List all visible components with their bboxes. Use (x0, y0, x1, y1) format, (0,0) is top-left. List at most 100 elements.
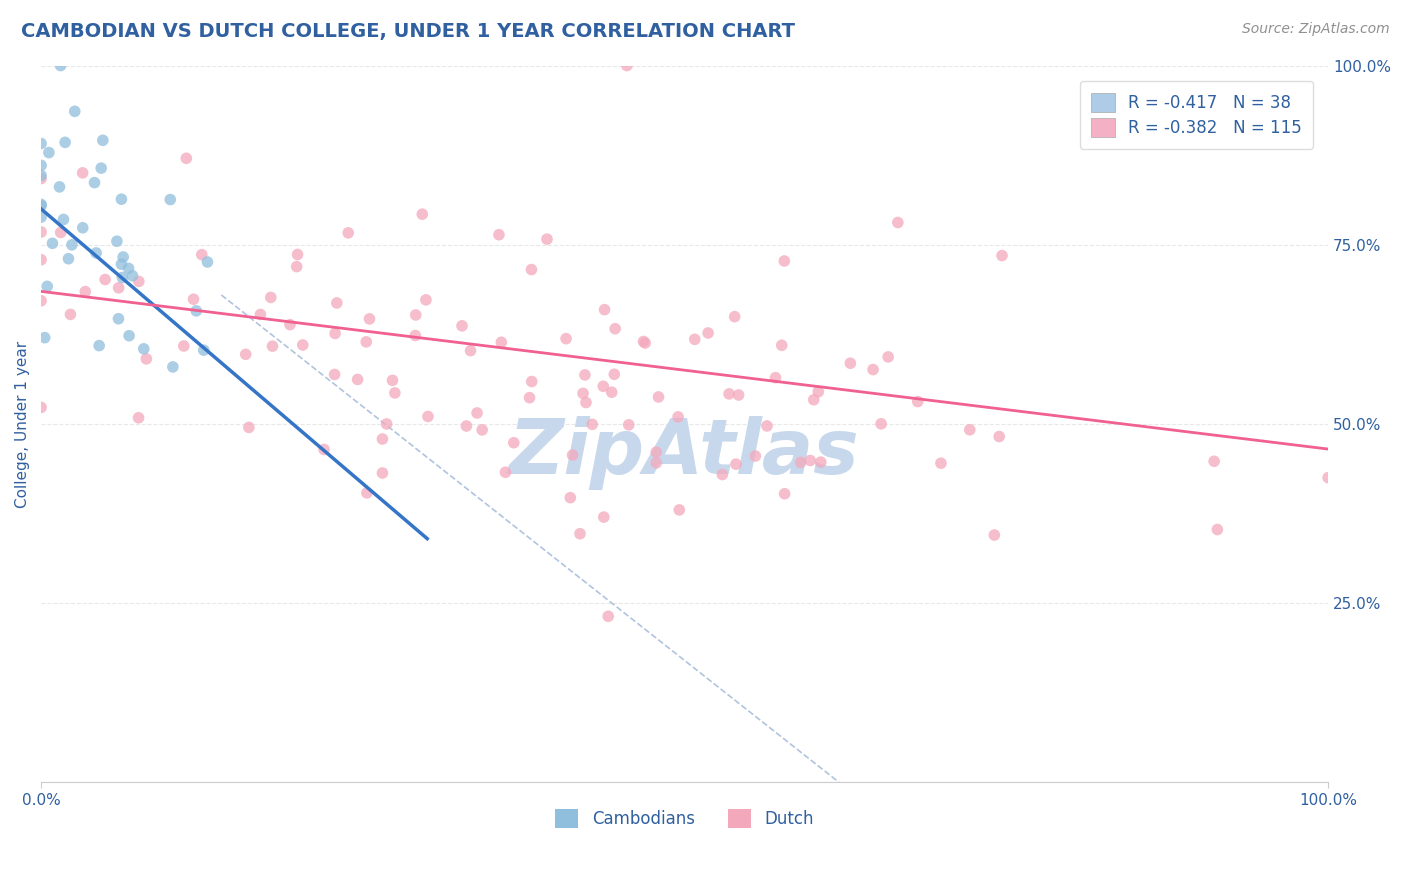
Point (323, 326, 346, 341)
Point (465, 406, 488, 420)
Point (405, 308, 427, 322)
Point (600, 385, 623, 400)
Point (862, 362, 884, 376)
Point (346, 372, 368, 386)
Point (176, 151, 198, 165)
Point (520, 375, 543, 389)
Point (49, 226, 72, 240)
Point (121, 268, 143, 283)
Point (668, 503, 690, 517)
Point (30, 293, 52, 308)
Point (536, 232, 558, 246)
Point (193, 343, 215, 358)
Point (49, 59, 72, 73)
Point (592, 510, 614, 524)
Point (59, 307, 82, 321)
Point (41, 236, 63, 251)
Point (491, 335, 513, 350)
Point (58, 252, 80, 266)
Point (359, 311, 381, 326)
Point (30, 401, 52, 415)
Point (238, 420, 260, 434)
Point (451, 318, 474, 333)
Point (520, 262, 543, 277)
Point (907, 394, 929, 409)
Point (91, 133, 114, 147)
Point (60, 237, 83, 252)
Point (323, 368, 346, 382)
Point (235, 347, 257, 361)
Point (718, 387, 741, 401)
Point (356, 486, 378, 500)
Point (375, 417, 398, 431)
Point (111, 270, 134, 285)
Point (83, 176, 105, 190)
Point (561, 448, 583, 462)
Point (287, 247, 309, 261)
Point (603, 368, 626, 382)
Point (183, 292, 205, 306)
Point (75, 285, 97, 299)
Point (30, 169, 52, 183)
Point (30, 252, 52, 267)
Point (887, 215, 910, 229)
Point (110, 257, 132, 271)
Point (53, 136, 76, 150)
Point (291, 338, 314, 352)
Point (633, 334, 655, 349)
Point (839, 356, 862, 370)
Point (569, 526, 592, 541)
Point (983, 528, 1005, 542)
Point (789, 455, 811, 469)
Point (494, 465, 516, 479)
Point (799, 453, 821, 467)
Point (84, 246, 107, 260)
Point (128, 410, 150, 425)
Point (877, 350, 900, 364)
Point (285, 260, 308, 274)
Point (645, 445, 668, 459)
Point (30, 197, 52, 211)
Point (959, 423, 981, 437)
Point (593, 302, 616, 317)
Point (326, 296, 349, 310)
Text: Source: ZipAtlas.com: Source: ZipAtlas.com (1241, 22, 1389, 37)
Point (697, 326, 720, 340)
Point (592, 379, 614, 393)
Point (191, 248, 214, 262)
Legend: Cambodians, Dutch: Cambodians, Dutch (548, 803, 821, 835)
Point (30, 136, 52, 151)
Point (471, 423, 494, 437)
Point (107, 311, 129, 326)
Point (807, 384, 830, 399)
Point (30, 158, 52, 172)
Point (112, 250, 135, 264)
Point (117, 261, 139, 276)
Point (773, 254, 796, 268)
Point (765, 370, 787, 384)
Point (337, 226, 360, 240)
Point (581, 417, 603, 432)
Point (30, 225, 52, 239)
Point (72, 220, 94, 235)
Point (803, 392, 825, 407)
Point (456, 419, 478, 434)
Point (197, 255, 219, 269)
Point (63, 104, 86, 119)
Point (384, 386, 406, 401)
Point (870, 417, 893, 431)
Point (666, 409, 689, 424)
Point (555, 332, 578, 346)
Point (381, 373, 404, 387)
Point (173, 339, 195, 353)
Point (186, 303, 208, 318)
Point (647, 390, 669, 404)
Point (616, 59, 638, 73)
Point (991, 249, 1014, 263)
Point (605, 322, 627, 336)
Point (770, 338, 793, 352)
Point (634, 336, 657, 351)
Point (416, 409, 439, 424)
Point (94, 272, 117, 286)
Point (89, 338, 111, 352)
